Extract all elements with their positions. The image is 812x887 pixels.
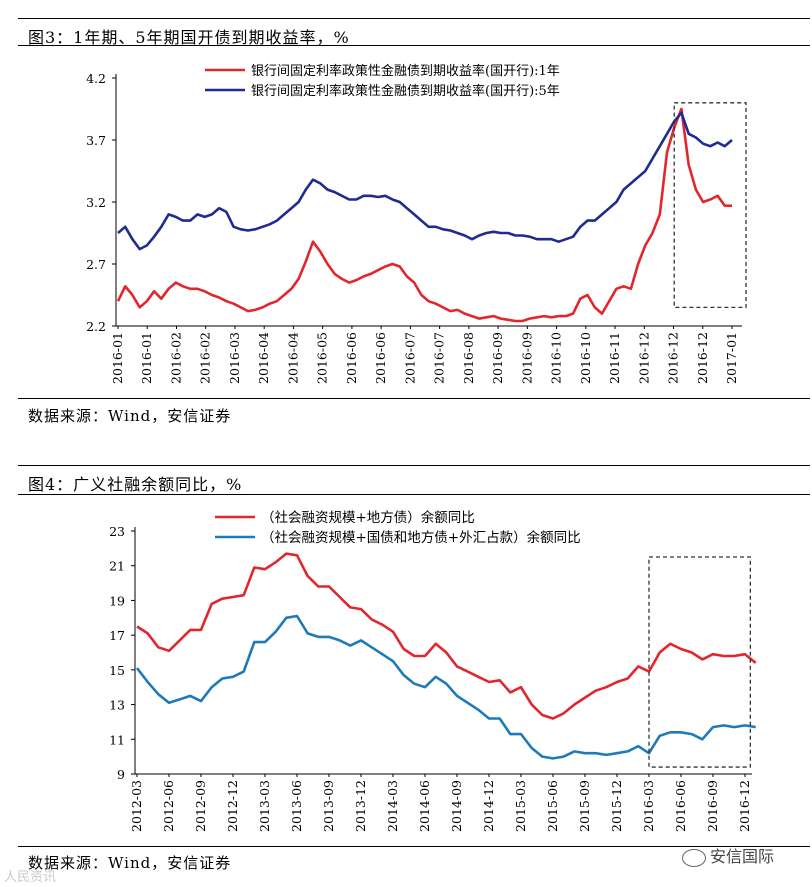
fig4-title: 图4：广义社融余额同比，% [28, 475, 243, 494]
x-tick-label: 2015-09 [577, 780, 592, 832]
fig3-top-rule [18, 18, 810, 19]
x-tick-label: 2017-01 [724, 332, 739, 384]
x-tick-label: 2016-12 [695, 332, 710, 384]
x-tick-label: 2014-03 [385, 780, 400, 832]
fig4-source-rule [18, 846, 810, 847]
x-tick-label: 2012-03 [129, 780, 144, 832]
x-tick-label: 2015-06 [545, 780, 560, 832]
legend-label-2: 银行间固定利率政策性金融债到期收益率(国开行):5年 [251, 83, 560, 99]
y-tick-label: 21 [109, 559, 125, 574]
x-tick-label: 2016-02 [168, 332, 183, 384]
x-tick-label: 2015-03 [513, 780, 528, 832]
y-tick-label: 9 [117, 767, 125, 782]
y-tick-label: 2.7 [86, 257, 106, 272]
highlight-box [648, 556, 751, 768]
x-tick-label: 2016-06 [344, 332, 359, 384]
fig3-source-rule [18, 398, 810, 399]
y-tick-label: 3.2 [86, 195, 106, 210]
watermark-right-text: 安信国际 [710, 847, 775, 866]
x-tick-label: 2016-06 [673, 780, 688, 832]
x-tick-label: 2012-09 [193, 780, 208, 832]
series-line-2 [135, 614, 756, 760]
x-tick-label: 2016-09 [490, 332, 505, 384]
legend-label-2: （社会融资规模+国债和地方债+外汇占款）余额同比 [261, 529, 581, 546]
x-tick-label: 2013-12 [353, 780, 368, 832]
y-tick-label: 17 [109, 628, 125, 643]
fig3-chart: 4.2 3.7 3.2 2.7 2.2 2016-01 2016-01 2016-02 2016… [86, 63, 747, 384]
fig3-title: 图3：1年期、5年期国开债到期收益率，% [28, 28, 350, 47]
x-tick-label: 2016-11 [607, 332, 622, 384]
x-tick-label: 2013-06 [289, 780, 304, 832]
x-tick-label: 2016-12 [666, 332, 681, 384]
legend-label-1: （社会融资规模+地方债）余额同比 [261, 509, 475, 526]
fig3-title-rule [18, 45, 810, 46]
fig4-title-rule [18, 494, 810, 495]
y-tick-label: 3.7 [86, 133, 106, 148]
x-tick-label: 2016-10 [549, 332, 564, 384]
x-tick-label: 2016-09 [705, 780, 720, 832]
x-tick-label: 2016-04 [285, 332, 300, 384]
fig3-source: 数据来源：Wind，安信证券 [28, 407, 232, 425]
watermark-left-text: 人民资讯 [4, 870, 57, 885]
x-tick-label: 2014-12 [481, 780, 496, 832]
wechat-icon [682, 848, 706, 867]
x-tick-label: 2014-06 [417, 780, 432, 832]
y-tick-label: 4.2 [86, 71, 106, 86]
x-tick-label: 2013-09 [321, 780, 336, 832]
fig4-top-rule [18, 465, 810, 466]
y-tick-label: 23 [109, 524, 125, 539]
x-tick-label: 2016-09 [519, 332, 534, 384]
x-tick-label: 2013-03 [257, 780, 272, 832]
watermark-right: 安信国际 [682, 843, 774, 867]
fig4-source: 数据来源：Wind，安信证券 [28, 854, 232, 872]
x-tick-label: 2016-03 [227, 332, 242, 384]
x-tick-label: 2016-05 [315, 332, 330, 384]
series-line-1 [116, 107, 732, 323]
x-tick-label: 2016-01 [110, 332, 125, 384]
y-tick-label: 11 [109, 732, 125, 747]
x-tick-label: 2014-09 [449, 780, 464, 832]
x-tick-label: 2012-06 [161, 780, 176, 832]
x-tick-label: 2016-02 [198, 332, 213, 384]
x-tick-label: 2015-12 [609, 780, 624, 832]
watermark-left: 人民资讯 [4, 866, 56, 885]
x-tick-label: 2016-07 [402, 332, 417, 384]
x-tick-label: 2016-06 [373, 332, 388, 384]
x-tick-label: 2016-10 [578, 332, 593, 384]
y-tick-label: 15 [109, 663, 125, 678]
x-tick-label: 2016-12 [636, 332, 651, 384]
x-tick-label: 2016-07 [432, 332, 447, 384]
legend-label-1: 银行间固定利率政策性金融债到期收益率(国开行):1年 [251, 63, 560, 79]
x-tick-label: 2016-03 [641, 780, 656, 832]
series-line-1 [136, 552, 757, 720]
highlight-box [673, 102, 747, 309]
x-tick-label: 2016-01 [139, 332, 154, 384]
y-tick-label: 19 [109, 593, 125, 608]
x-tick-label: 2016-08 [461, 332, 476, 384]
y-tick-label: 13 [109, 698, 125, 713]
y-tick-label: 2.2 [86, 319, 106, 334]
series-line-2 [117, 111, 733, 251]
x-tick-label: 2016-12 [737, 780, 752, 832]
x-tick-label: 2016-04 [256, 332, 271, 384]
x-tick-label: 2012-12 [225, 780, 240, 832]
